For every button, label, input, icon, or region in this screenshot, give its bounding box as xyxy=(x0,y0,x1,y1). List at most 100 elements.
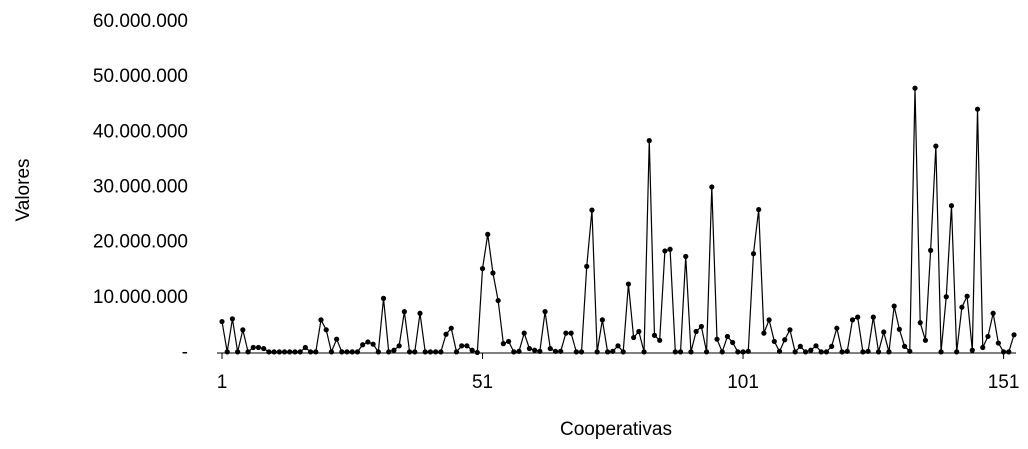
data-point xyxy=(1000,349,1007,355)
data-point xyxy=(683,253,689,260)
data-point xyxy=(396,343,402,349)
data-point xyxy=(745,348,751,354)
data-point xyxy=(954,349,960,355)
data-point xyxy=(250,344,256,351)
data-point xyxy=(511,349,517,355)
data-point xyxy=(672,349,678,355)
data-point xyxy=(604,349,611,355)
data-point xyxy=(412,349,418,355)
data-point xyxy=(360,342,366,348)
data-point xyxy=(599,317,605,323)
data-point xyxy=(829,343,835,349)
data-point xyxy=(313,349,319,355)
data-point xyxy=(1006,349,1012,355)
data-point xyxy=(735,349,741,355)
data-point xyxy=(370,341,376,347)
data-point xyxy=(490,270,496,276)
data-point xyxy=(703,349,710,355)
data-point xyxy=(667,246,673,252)
data-point xyxy=(344,349,350,355)
data-point xyxy=(281,349,288,355)
data-point xyxy=(427,349,434,355)
data-point xyxy=(422,349,428,355)
data-point xyxy=(688,349,694,355)
y-tick-label: 20.000.000 xyxy=(93,232,188,253)
data-point xyxy=(719,349,725,355)
y-axis-label: Valores xyxy=(13,158,34,221)
data-point xyxy=(349,349,355,355)
data-point xyxy=(818,349,824,355)
data-point xyxy=(573,349,579,355)
data-point xyxy=(380,295,387,301)
data-point xyxy=(776,348,783,354)
data-point xyxy=(990,310,996,316)
data-point xyxy=(657,337,663,343)
data-point xyxy=(318,317,324,323)
data-point xyxy=(589,207,595,213)
data-point xyxy=(834,325,840,331)
data-point xyxy=(354,349,361,355)
data-point xyxy=(448,325,454,331)
data-point xyxy=(578,349,585,355)
data-point xyxy=(875,349,882,355)
data-point xyxy=(1011,332,1017,338)
data-point xyxy=(453,349,460,355)
data-point xyxy=(229,316,236,322)
data-point xyxy=(219,318,225,325)
data-point xyxy=(469,347,475,353)
data-point xyxy=(933,143,939,149)
data-point xyxy=(334,336,340,342)
data-point xyxy=(860,349,866,355)
data-point xyxy=(766,317,772,323)
data-point xyxy=(594,349,600,355)
y-tick-label: - xyxy=(182,342,188,363)
data-point xyxy=(375,349,381,355)
data-point xyxy=(948,203,955,209)
data-point xyxy=(922,337,929,343)
data-point xyxy=(386,349,392,355)
data-point xyxy=(584,263,590,269)
data-point xyxy=(943,294,949,300)
data-point xyxy=(224,349,230,355)
data-point xyxy=(438,349,444,355)
data-point xyxy=(255,344,262,351)
data-point xyxy=(526,345,533,352)
x-axis-label: Cooperativas xyxy=(560,419,672,440)
data-point xyxy=(610,348,616,354)
data-point xyxy=(974,106,981,112)
data-point xyxy=(964,293,970,299)
data-point xyxy=(537,348,543,354)
data-point xyxy=(756,206,762,213)
data-point xyxy=(651,332,658,338)
data-point xyxy=(406,349,413,355)
data-point xyxy=(276,349,282,355)
data-point xyxy=(995,340,1001,346)
data-point xyxy=(771,338,777,345)
data-point xyxy=(792,349,798,355)
y-tick-label: 10.000.000 xyxy=(93,287,188,308)
data-point xyxy=(891,303,897,309)
data-point xyxy=(985,333,991,340)
data-point xyxy=(261,345,267,352)
data-point xyxy=(302,344,308,351)
data-point xyxy=(365,339,371,345)
data-point xyxy=(782,337,788,343)
data-point xyxy=(391,347,397,353)
data-point xyxy=(516,348,522,354)
data-point xyxy=(615,343,621,349)
data-point xyxy=(693,328,699,335)
data-point xyxy=(662,248,668,254)
y-tick-label: 40.000.000 xyxy=(93,121,188,142)
data-point xyxy=(568,330,574,336)
data-point xyxy=(714,336,720,342)
data-point xyxy=(266,349,272,355)
data-point xyxy=(464,343,470,349)
data-point xyxy=(881,329,887,335)
data-point xyxy=(558,348,564,354)
x-tick-label: 1 xyxy=(217,372,228,393)
data-point xyxy=(307,349,314,355)
data-point xyxy=(339,349,345,355)
data-point xyxy=(844,348,850,354)
data-point xyxy=(808,347,814,353)
